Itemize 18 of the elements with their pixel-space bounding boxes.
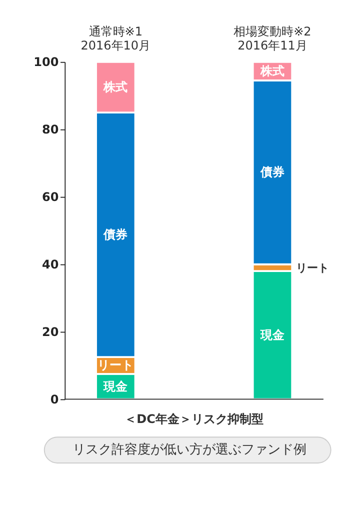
text: 株式 (104, 80, 128, 94)
text: 債券 (260, 165, 284, 180)
y-tick-label: 20 (42, 324, 59, 339)
series-label: リート (98, 358, 134, 372)
series-label: 株式 (259, 64, 284, 78)
x-tick-label: 相場変動時※2 2016年11月 (234, 24, 312, 52)
series-label: 現金 (102, 379, 129, 394)
y-tick-label: 0 (50, 392, 59, 406)
text: 現金 (260, 328, 284, 342)
y-tick-label: 40 (42, 257, 59, 272)
x-tick-label: 通常時※1 2016年10月 (80, 24, 151, 52)
text: リスク許容度が低い方が選ぶファンド例 (72, 442, 306, 458)
y-tick-label: 80 (42, 122, 59, 137)
y-tick-label: 100 (34, 55, 59, 70)
x-axis-title: ＜DC年金＞リスク抑制型 (124, 412, 264, 426)
y-tick-label: 60 (42, 190, 59, 204)
text: リート (296, 261, 329, 274)
series-label: 債券 (102, 227, 129, 242)
